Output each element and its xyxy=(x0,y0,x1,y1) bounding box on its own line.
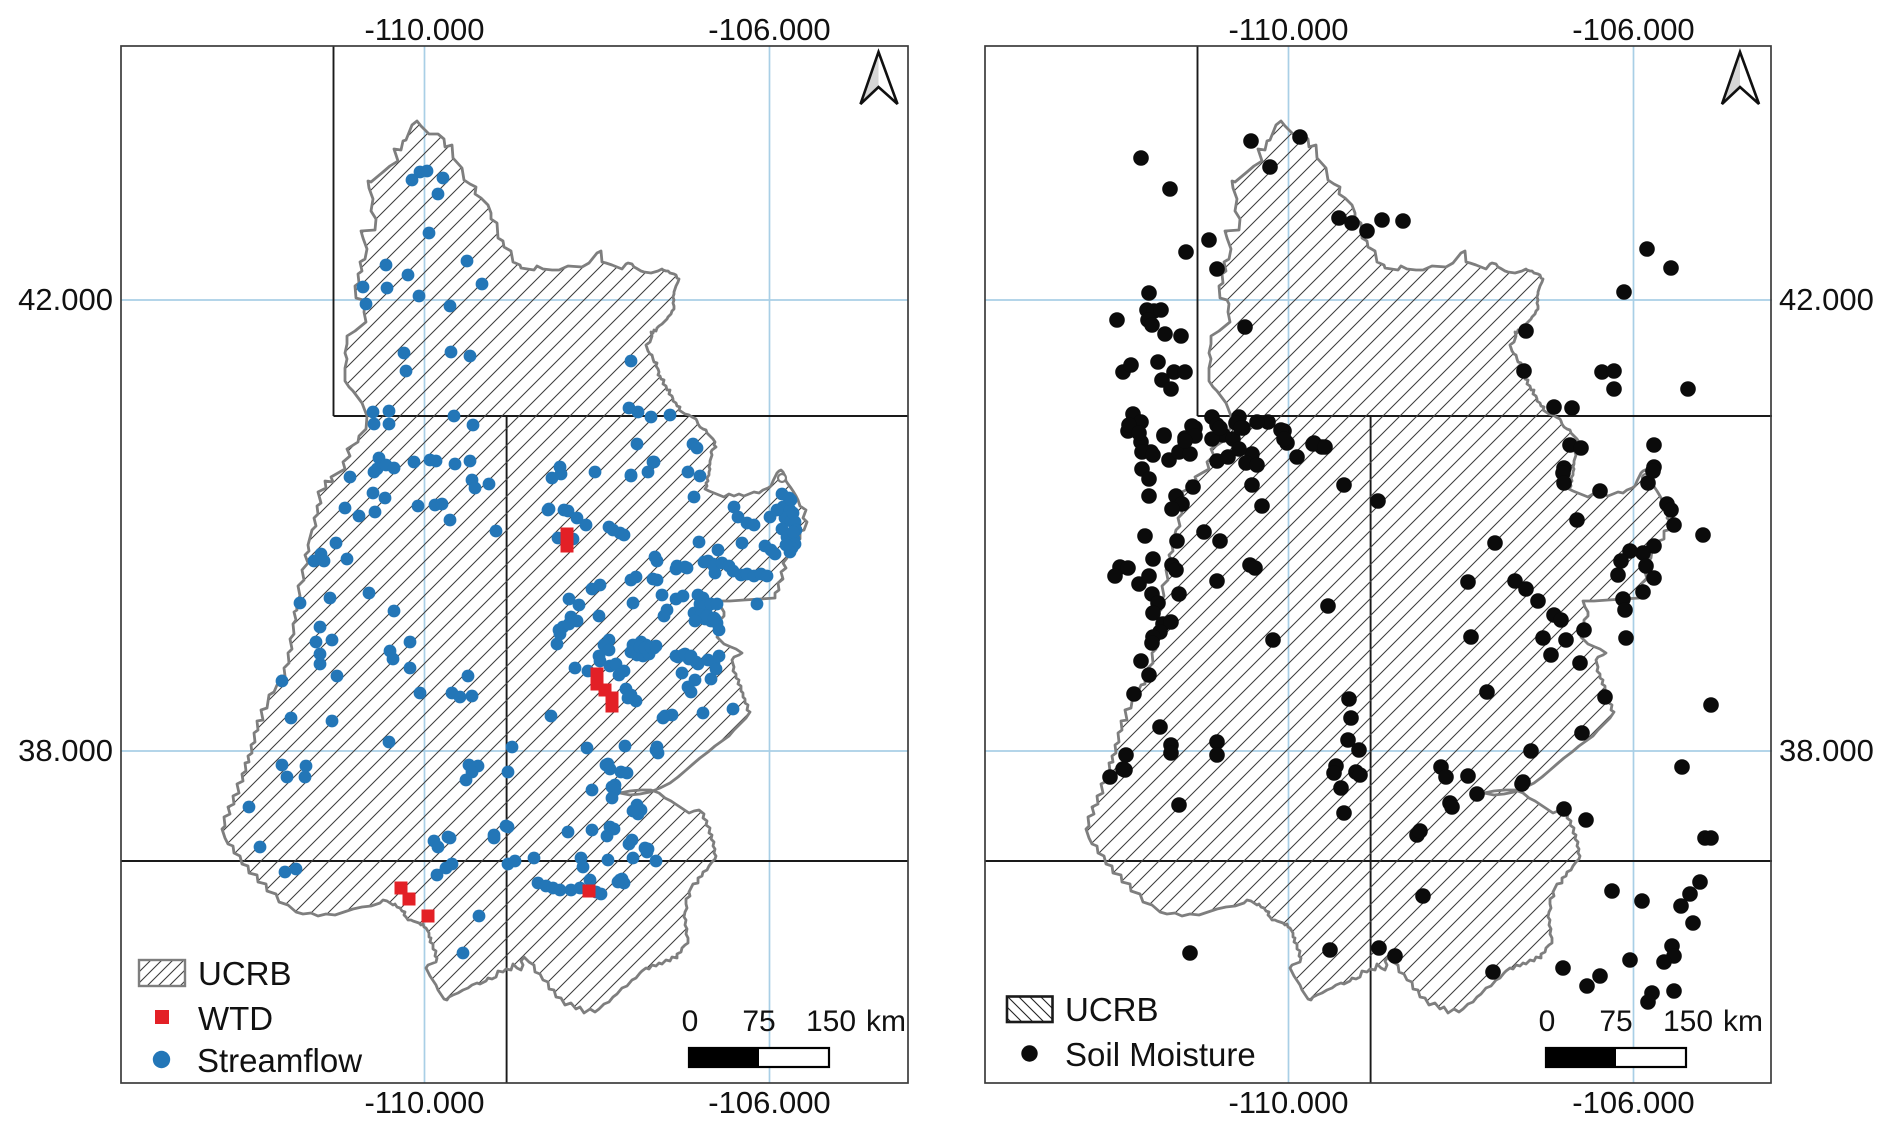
svg-text:km: km xyxy=(1723,1005,1763,1038)
svg-text:38.000: 38.000 xyxy=(18,733,113,768)
svg-text:42.000: 42.000 xyxy=(1779,282,1874,317)
svg-text:0: 0 xyxy=(682,1005,699,1038)
svg-text:42.000: 42.000 xyxy=(18,282,113,317)
svg-text:-106.000: -106.000 xyxy=(708,12,830,47)
svg-text:150: 150 xyxy=(806,1005,856,1038)
svg-text:150: 150 xyxy=(1663,1005,1713,1038)
svg-text:-106.000: -106.000 xyxy=(708,1085,830,1120)
svg-text:-106.000: -106.000 xyxy=(1572,1085,1694,1120)
svg-text:0: 0 xyxy=(1539,1005,1556,1038)
svg-text:75: 75 xyxy=(1599,1005,1632,1038)
svg-text:km: km xyxy=(866,1005,906,1038)
svg-text:-110.000: -110.000 xyxy=(1228,1085,1348,1120)
svg-text:WTD: WTD xyxy=(198,1000,273,1037)
svg-text:Soil Moisture: Soil Moisture xyxy=(1065,1036,1256,1073)
svg-text:-110.000: -110.000 xyxy=(364,12,484,47)
svg-text:-110.000: -110.000 xyxy=(364,1085,484,1120)
svg-text:75: 75 xyxy=(742,1005,775,1038)
svg-text:UCRB: UCRB xyxy=(1065,991,1159,1028)
svg-text:38.000: 38.000 xyxy=(1779,733,1874,768)
svg-text:UCRB: UCRB xyxy=(198,955,292,992)
svg-text:-110.000: -110.000 xyxy=(1228,12,1348,47)
svg-text:-106.000: -106.000 xyxy=(1572,12,1694,47)
svg-text:Streamflow: Streamflow xyxy=(197,1042,362,1079)
